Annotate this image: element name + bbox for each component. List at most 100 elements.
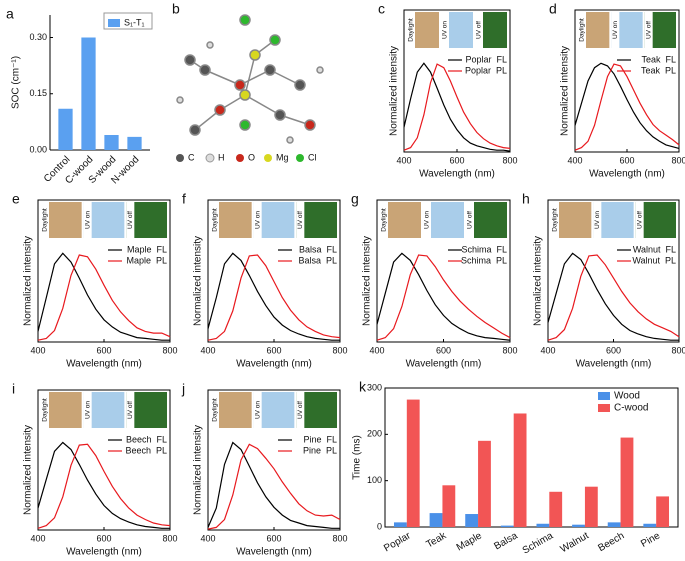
photo-label: UV off bbox=[127, 401, 134, 419]
legend-label: Maple FL bbox=[127, 244, 167, 254]
x-axis-label: Wavelength (nm) bbox=[66, 547, 142, 558]
x-tick-label: 400 bbox=[540, 345, 555, 355]
x-tick-label: Teak bbox=[424, 530, 449, 551]
photo-label-bg bbox=[253, 392, 262, 428]
photo-label-bg bbox=[211, 392, 219, 428]
y-axis-label: Normalized intensity bbox=[533, 236, 544, 326]
spectrum-line bbox=[547, 252, 679, 341]
legend-label: Balsa PL bbox=[298, 255, 337, 265]
y-tick-label: 0 bbox=[377, 521, 382, 531]
photo-label-bg bbox=[296, 202, 305, 238]
legend-label: Mg bbox=[276, 152, 289, 162]
photo-label: Daylight bbox=[212, 398, 219, 422]
x-tick-label: 600 bbox=[266, 533, 281, 543]
y-axis-label: Normalized intensity bbox=[193, 236, 204, 326]
panel-label: j bbox=[181, 381, 185, 397]
x-tick-label: Balsa bbox=[492, 530, 520, 552]
x-axis-label: Wavelength (nm) bbox=[236, 547, 312, 558]
x-tick-label: 600 bbox=[96, 345, 111, 355]
spectrum-line bbox=[37, 443, 171, 529]
legend-swatch bbox=[598, 404, 610, 412]
legend-label: O bbox=[248, 152, 255, 162]
panel-label: d bbox=[549, 1, 557, 17]
x-tick-label: 400 bbox=[30, 533, 45, 543]
photo-label: UV on bbox=[84, 211, 91, 229]
photo-label-bg bbox=[475, 12, 483, 48]
photo-label-bg bbox=[635, 202, 644, 238]
x-tick-label: Walnut bbox=[559, 530, 591, 555]
y-axis-label: Normalized intensity bbox=[23, 425, 34, 515]
spectrum-line bbox=[403, 62, 511, 152]
photo-label-bg bbox=[83, 202, 92, 238]
photo-label-bg bbox=[253, 202, 262, 238]
molecule bbox=[176, 14, 324, 144]
photo-label: UV off bbox=[467, 211, 474, 229]
bar bbox=[620, 437, 634, 527]
spectrum-line bbox=[376, 254, 511, 341]
spectrum-line bbox=[37, 441, 170, 529]
photo-label-bg bbox=[41, 202, 49, 238]
legend-label: Walnut FL bbox=[633, 244, 676, 254]
photo-label: Daylight bbox=[42, 208, 49, 232]
spectrum-line bbox=[376, 252, 511, 341]
photo-label-bg bbox=[611, 12, 620, 48]
photo-label: UV off bbox=[127, 211, 134, 229]
x-axis-label: Wavelength (nm) bbox=[419, 169, 495, 180]
legend-label: Schima FL bbox=[461, 244, 507, 254]
y-axis-label: Normalized intensity bbox=[23, 236, 34, 326]
panel-label: k bbox=[359, 379, 367, 395]
bar bbox=[572, 524, 585, 527]
x-tick-label: 400 bbox=[200, 533, 215, 543]
x-axis-label: Wavelength (nm) bbox=[66, 359, 142, 370]
legend-label: Wood bbox=[614, 391, 640, 402]
y-axis-label: SOC (cm⁻¹) bbox=[11, 56, 22, 109]
spectrum-line bbox=[207, 443, 341, 530]
x-tick-label: Poplar bbox=[382, 530, 413, 554]
x-tick-label: 400 bbox=[369, 345, 384, 355]
photo-label-bg bbox=[644, 12, 653, 48]
x-tick-label: Schima bbox=[521, 530, 556, 556]
spectrum-line bbox=[207, 441, 340, 529]
photo-label: UV on bbox=[254, 401, 261, 419]
plot-frame bbox=[384, 387, 679, 528]
x-tick-label: 800 bbox=[671, 345, 685, 355]
bar bbox=[536, 523, 550, 527]
panel-label: g bbox=[351, 191, 359, 207]
x-axis-label: Wavelength (nm) bbox=[406, 359, 482, 370]
x-tick-label: 800 bbox=[332, 345, 347, 355]
bar bbox=[58, 108, 73, 150]
photo-label: UV off bbox=[645, 21, 652, 39]
x-tick-label: 800 bbox=[162, 345, 177, 355]
photo-label-bg bbox=[407, 12, 415, 48]
bar bbox=[406, 399, 420, 527]
panel-label: a bbox=[6, 6, 14, 22]
legend-label: Walnut PL bbox=[632, 255, 676, 265]
photo-label: UV off bbox=[297, 401, 304, 419]
legend-swatch bbox=[598, 392, 610, 400]
photo-label: Daylight bbox=[579, 18, 586, 42]
bar bbox=[465, 514, 479, 527]
y-axis-label: Normalized intensity bbox=[389, 46, 400, 136]
photo-label-bg bbox=[41, 392, 49, 428]
bar bbox=[549, 491, 563, 527]
y-tick-label: 0.15 bbox=[29, 88, 47, 98]
y-axis-label: Normalized intensity bbox=[193, 425, 204, 515]
bar bbox=[127, 136, 142, 150]
photo-label: UV on bbox=[612, 21, 619, 39]
photo-label-bg bbox=[466, 202, 474, 238]
legend-label: H bbox=[218, 152, 225, 162]
photo-label: UV off bbox=[636, 211, 643, 229]
spectrum-line bbox=[547, 254, 680, 341]
x-tick-label: Beech bbox=[596, 530, 626, 554]
photo-label: UV on bbox=[84, 401, 91, 419]
x-tick-label: 800 bbox=[502, 155, 517, 165]
panel-label: f bbox=[182, 191, 186, 207]
y-tick-label: 100 bbox=[367, 475, 382, 485]
legend-label: Teak FL bbox=[641, 54, 676, 64]
y-axis-label: Time (ms) bbox=[352, 435, 363, 480]
legend-label: Pine FL bbox=[303, 434, 337, 444]
x-tick-label: 600 bbox=[449, 155, 464, 165]
x-tick-label: 600 bbox=[96, 533, 111, 543]
photo-label: Daylight bbox=[212, 208, 219, 232]
